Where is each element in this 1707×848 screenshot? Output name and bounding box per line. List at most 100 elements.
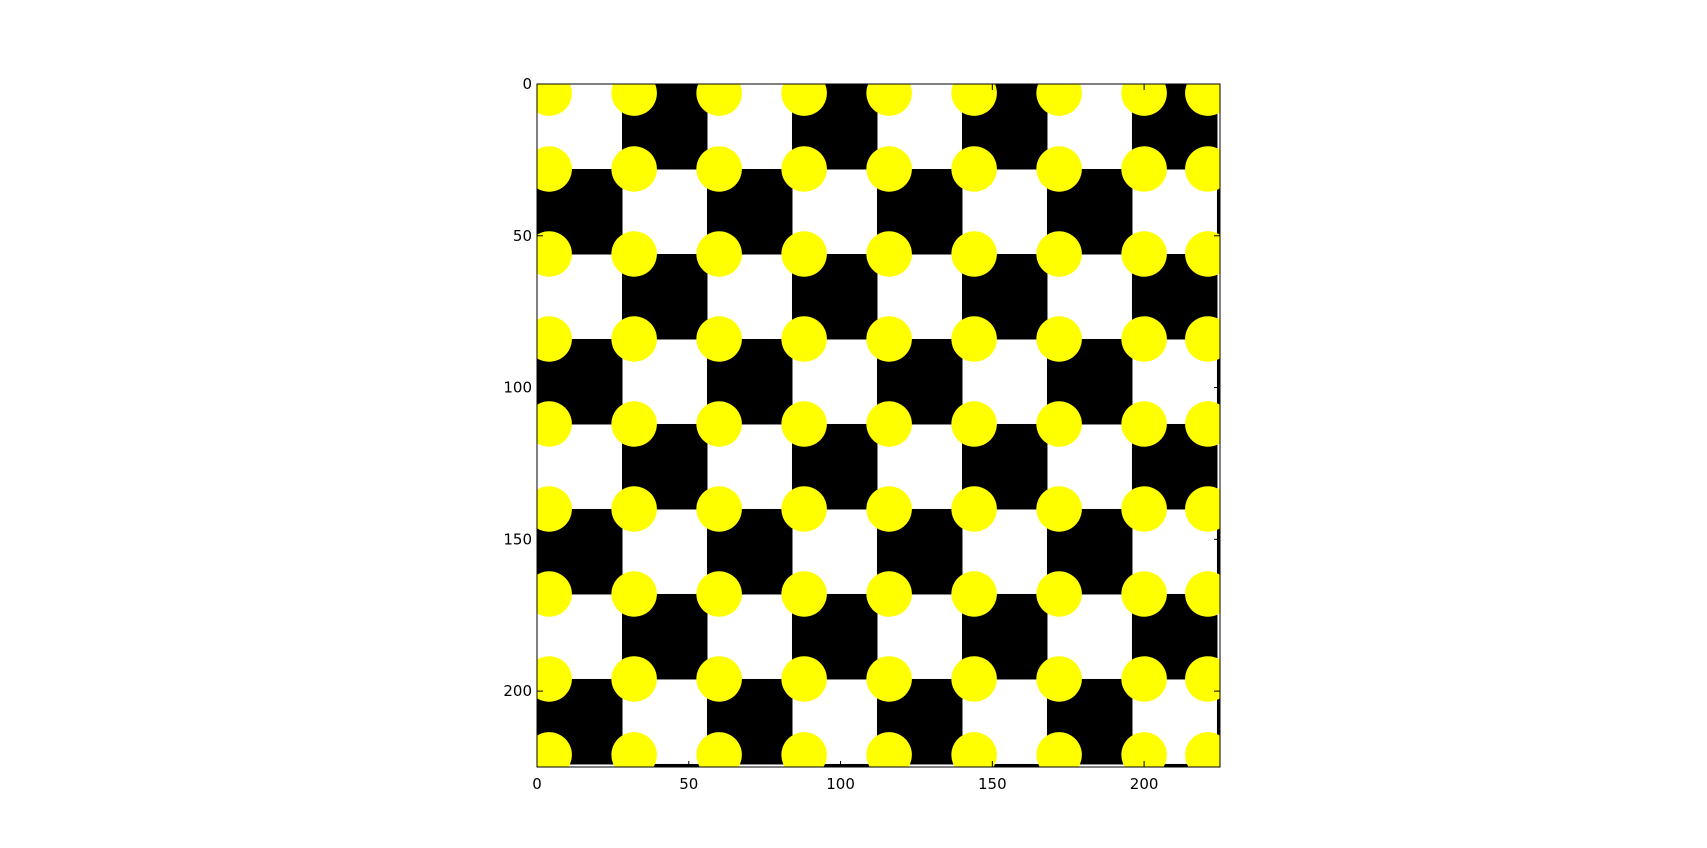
yellow-dot bbox=[781, 316, 827, 362]
yellow-dot bbox=[951, 84, 997, 116]
yellow-dot bbox=[781, 732, 827, 767]
yellow-dot bbox=[537, 732, 572, 767]
y-tick-label: 50 bbox=[513, 227, 532, 245]
x-tick-label: 50 bbox=[679, 775, 698, 793]
yellow-dot bbox=[951, 656, 997, 702]
dark-cell bbox=[1216, 338, 1220, 425]
yellow-dot bbox=[866, 316, 912, 362]
yellow-dot bbox=[1185, 732, 1220, 767]
dark-cell bbox=[621, 763, 708, 767]
plot-area bbox=[537, 84, 1220, 767]
yellow-dot bbox=[1185, 231, 1220, 277]
yellow-dot bbox=[866, 732, 912, 767]
yellow-dot bbox=[537, 656, 572, 702]
yellow-dot bbox=[611, 656, 657, 702]
yellow-dots bbox=[537, 84, 1220, 767]
y-tick-label: 150 bbox=[503, 530, 532, 548]
checker-cells bbox=[537, 84, 1220, 767]
yellow-dot bbox=[696, 656, 742, 702]
yellow-dot bbox=[866, 401, 912, 447]
dark-cell bbox=[1216, 678, 1220, 765]
yellow-dot bbox=[537, 84, 572, 116]
yellow-dot bbox=[951, 571, 997, 617]
yellow-dot bbox=[1121, 486, 1167, 532]
dark-cell bbox=[1131, 763, 1218, 767]
yellow-dot bbox=[1121, 84, 1167, 116]
yellow-dot bbox=[1036, 84, 1082, 116]
yellow-dot bbox=[537, 401, 572, 447]
yellow-dot bbox=[951, 146, 997, 192]
yellow-dot bbox=[1036, 146, 1082, 192]
yellow-dot bbox=[1185, 656, 1220, 702]
x-tick-label: 100 bbox=[826, 775, 855, 793]
yellow-dot bbox=[537, 571, 572, 617]
yellow-dot bbox=[696, 231, 742, 277]
x-tick-label: 200 bbox=[1130, 775, 1159, 793]
yellow-dot bbox=[1121, 401, 1167, 447]
yellow-dot bbox=[611, 316, 657, 362]
yellow-dot bbox=[866, 571, 912, 617]
y-tick-label: 100 bbox=[503, 379, 532, 397]
yellow-dot bbox=[696, 571, 742, 617]
yellow-dot bbox=[1185, 84, 1220, 116]
yellow-dot bbox=[696, 316, 742, 362]
yellow-dot bbox=[1121, 732, 1167, 767]
yellow-dot bbox=[1185, 401, 1220, 447]
yellow-dot bbox=[781, 571, 827, 617]
yellow-dot bbox=[537, 486, 572, 532]
yellow-dot bbox=[611, 84, 657, 116]
yellow-dot bbox=[781, 146, 827, 192]
axes-frame bbox=[536, 83, 1221, 768]
yellow-dot bbox=[951, 486, 997, 532]
yellow-dot bbox=[1121, 571, 1167, 617]
yellow-dot bbox=[866, 146, 912, 192]
yellow-dot bbox=[696, 486, 742, 532]
yellow-dot bbox=[1185, 571, 1220, 617]
dark-cell bbox=[1216, 168, 1220, 255]
yellow-dot bbox=[611, 231, 657, 277]
yellow-dot bbox=[611, 571, 657, 617]
yellow-dot bbox=[696, 732, 742, 767]
yellow-dot bbox=[537, 146, 572, 192]
x-tick-label: 150 bbox=[978, 775, 1007, 793]
yellow-dot bbox=[866, 656, 912, 702]
dark-cell bbox=[791, 763, 878, 767]
yellow-dot bbox=[866, 486, 912, 532]
yellow-dot bbox=[537, 316, 572, 362]
yellow-dot bbox=[1121, 656, 1167, 702]
yellow-dot bbox=[1185, 146, 1220, 192]
yellow-dot bbox=[1121, 231, 1167, 277]
yellow-dot bbox=[781, 401, 827, 447]
yellow-dot bbox=[611, 146, 657, 192]
yellow-dot bbox=[951, 231, 997, 277]
yellow-dot bbox=[611, 732, 657, 767]
dark-cell bbox=[1216, 508, 1220, 595]
yellow-dot bbox=[866, 84, 912, 116]
yellow-dot bbox=[1185, 316, 1220, 362]
yellow-dot bbox=[696, 146, 742, 192]
yellow-dot bbox=[951, 316, 997, 362]
dark-cell bbox=[961, 763, 1048, 767]
yellow-dot bbox=[1036, 486, 1082, 532]
yellow-dot bbox=[866, 231, 912, 277]
yellow-dot bbox=[1036, 571, 1082, 617]
yellow-dot bbox=[696, 84, 742, 116]
yellow-dot bbox=[951, 401, 997, 447]
yellow-dot bbox=[611, 486, 657, 532]
yellow-dot bbox=[951, 732, 997, 767]
yellow-dot bbox=[696, 401, 742, 447]
yellow-dot bbox=[1036, 231, 1082, 277]
y-axis-ticks: 0 50 100 150 200 bbox=[503, 75, 1220, 700]
yellow-dot bbox=[1036, 316, 1082, 362]
y-tick-label: 200 bbox=[503, 682, 532, 700]
yellow-dot bbox=[781, 84, 827, 116]
yellow-dot bbox=[1036, 401, 1082, 447]
yellow-dot bbox=[1036, 656, 1082, 702]
yellow-dot bbox=[1121, 316, 1167, 362]
yellow-dot bbox=[537, 231, 572, 277]
x-tick-label: 0 bbox=[532, 775, 542, 793]
yellow-dot bbox=[1121, 146, 1167, 192]
yellow-dot bbox=[781, 486, 827, 532]
y-tick-label: 0 bbox=[522, 75, 532, 93]
yellow-dot bbox=[781, 656, 827, 702]
